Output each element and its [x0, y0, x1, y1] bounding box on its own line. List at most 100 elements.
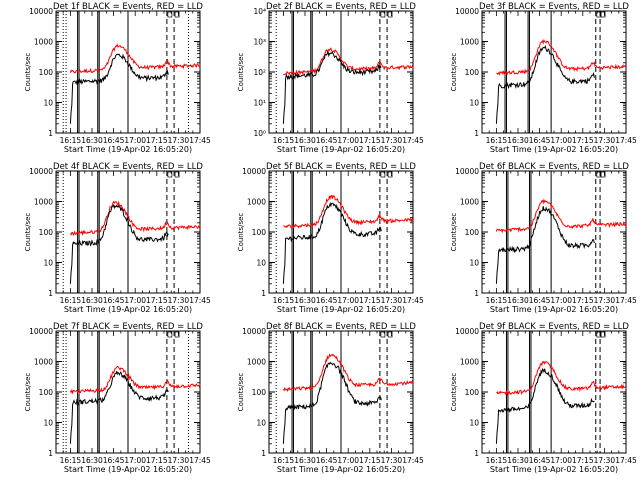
x-tick-label: 17:00 [124, 136, 146, 145]
x-tick-label: 16:15 [273, 296, 295, 305]
y-tick-label: 1 [48, 289, 53, 298]
marker-box [167, 171, 173, 178]
x-tick-label: 17:00 [337, 136, 359, 145]
y-tick-label: 10¹ [253, 99, 266, 108]
y-tick-label: 10 [43, 99, 53, 108]
series-lld-line [69, 365, 201, 395]
x-tick-label: 17:45 [189, 136, 211, 145]
panel-title: Det 2f BLACK = Events, RED = LLD [266, 2, 416, 12]
y-tick-label: 1000 [460, 38, 479, 47]
x-tick-label: 16:45 [316, 136, 338, 145]
panel-det-1: Det 1f BLACK = Events, RED = LLD 1 10 100 10… [24, 2, 211, 154]
x-tick-label: 16:30 [507, 456, 529, 465]
panel-det-5: Det 5f BLACK = Events, RED = LLD 1 10 100 10… [237, 162, 424, 314]
series-events-line [69, 204, 169, 284]
y-tick-label: 1 [261, 449, 266, 458]
x-tick-label: 17:00 [124, 296, 146, 305]
x-tick-label: 17:30 [381, 456, 403, 465]
y-tick-label: 10000 [455, 7, 479, 16]
marker-box [174, 171, 180, 178]
series-events-line [282, 49, 382, 124]
plot-frame [481, 170, 627, 294]
x-tick-label: 16:15 [60, 456, 82, 465]
x-tick-label: 17:30 [594, 136, 616, 145]
series-lld-line [496, 38, 626, 76]
panel-det-8: Det 8f BLACK = Events, RED = LLD 1 10 100 10… [237, 322, 424, 474]
y-tick-label: 100 [465, 228, 480, 237]
x-axis-label: Start Time (19-Apr-02 16:05:20) [64, 305, 192, 314]
y-axis-label: Counts/sec [237, 53, 245, 92]
x-tick-label: 17:30 [168, 136, 190, 145]
y-tick-label: 10 [469, 259, 479, 268]
x-tick-label: 16:15 [60, 296, 82, 305]
y-tick-label: 1000 [460, 198, 479, 207]
marker-box [174, 331, 180, 338]
x-tick-label: 16:30 [81, 456, 103, 465]
series-lld-line [283, 46, 414, 76]
y-axis-label: Counts/sec [24, 213, 32, 252]
y-tick-label: 10000 [29, 7, 53, 16]
x-axis-label: Start Time (19-Apr-02 16:05:20) [490, 305, 618, 314]
x-tick-label: 17:45 [402, 296, 424, 305]
x-tick-label: 17:00 [124, 456, 146, 465]
series-lld-line [283, 194, 414, 229]
y-axis-label: Counts/sec [450, 53, 458, 92]
y-tick-label: 100 [252, 228, 267, 237]
y-tick-label: 1 [261, 289, 266, 298]
series-events-line [282, 201, 382, 284]
x-tick-label: 17:45 [615, 296, 637, 305]
x-tick-label: 16:30 [294, 296, 316, 305]
x-tick-label: 17:15 [359, 296, 381, 305]
y-tick-label: 10 [469, 99, 479, 108]
y-axis-label: Counts/sec [24, 53, 32, 92]
panel-det-7: Det 7f BLACK = Events, RED = LLD 1 10 100 10… [24, 322, 211, 474]
x-tick-label: 17:45 [615, 456, 637, 465]
y-tick-label: 1 [474, 449, 479, 458]
panel-title: Det 5f BLACK = Events, RED = LLD [266, 162, 416, 172]
y-tick-label: 1 [474, 289, 479, 298]
x-tick-label: 17:15 [359, 136, 381, 145]
marker-box [387, 171, 393, 178]
y-tick-label: 10 [469, 419, 479, 428]
y-axis-label: Counts/sec [237, 373, 245, 412]
marker-box [600, 171, 606, 178]
x-tick-label: 17:30 [168, 456, 190, 465]
series-events-line [69, 53, 169, 124]
x-tick-label: 17:15 [146, 456, 168, 465]
y-tick-label: 100 [39, 68, 54, 77]
marker-box [380, 331, 386, 338]
x-tick-label: 16:15 [486, 296, 508, 305]
panel-det-3: Det 3f BLACK = Events, RED = LLD 1 10 100 10… [450, 2, 637, 154]
y-axis-label: Counts/sec [24, 373, 32, 412]
y-tick-label: 1 [48, 449, 53, 458]
x-axis-label: Start Time (19-Apr-02 16:05:20) [277, 305, 405, 314]
panel-det-9: Det 9f BLACK = Events, RED = LLD 1 10 100 10… [450, 322, 637, 474]
x-tick-label: 17:15 [572, 136, 594, 145]
marker-box [167, 11, 173, 18]
x-axis-label: Start Time (19-Apr-02 16:05:20) [64, 145, 192, 154]
x-tick-label: 17:30 [594, 296, 616, 305]
y-tick-label: 1000 [460, 358, 479, 367]
x-tick-label: 16:45 [316, 296, 338, 305]
y-tick-label: 10⁴ [253, 7, 266, 16]
marker-box [600, 331, 606, 338]
y-axis-label: Counts/sec [450, 373, 458, 412]
y-tick-label: 10000 [455, 327, 479, 336]
x-tick-label: 16:30 [294, 136, 316, 145]
x-tick-label: 16:45 [103, 296, 125, 305]
x-axis-label: Start Time (19-Apr-02 16:05:20) [490, 145, 618, 154]
x-axis-label: Start Time (19-Apr-02 16:05:20) [64, 465, 192, 474]
x-tick-label: 17:00 [550, 456, 572, 465]
x-tick-label: 17:15 [359, 456, 381, 465]
panel-title: Det 4f BLACK = Events, RED = LLD [53, 162, 203, 172]
panel-title: Det 7f BLACK = Events, RED = LLD [53, 322, 203, 332]
x-tick-label: 16:15 [486, 136, 508, 145]
x-tick-label: 17:15 [146, 136, 168, 145]
x-tick-label: 17:15 [146, 296, 168, 305]
marker-box [167, 331, 173, 338]
x-tick-label: 16:45 [529, 296, 551, 305]
panel-title: Det 6f BLACK = Events, RED = LLD [479, 162, 629, 172]
y-axis-label: Counts/sec [237, 213, 245, 252]
panel-title: Det 8f BLACK = Events, RED = LLD [266, 322, 416, 332]
x-tick-label: 16:45 [103, 136, 125, 145]
